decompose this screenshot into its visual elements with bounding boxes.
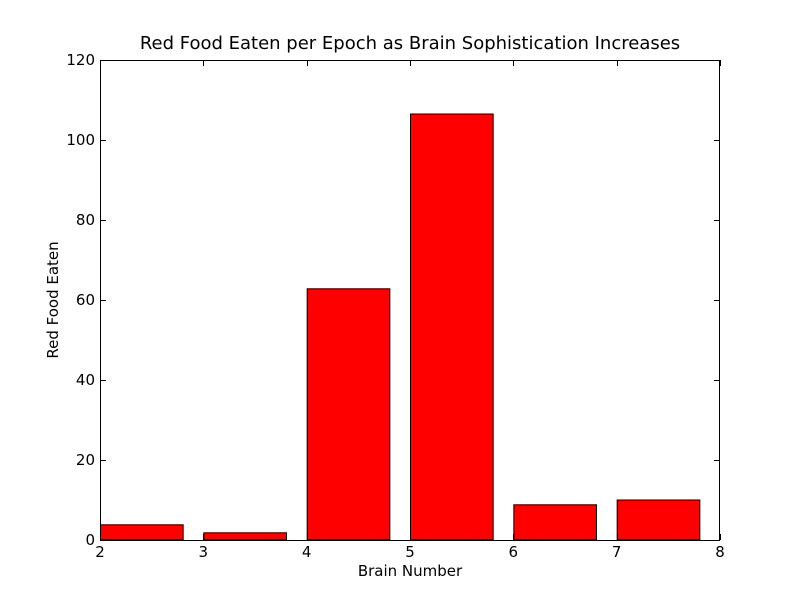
bar-4 xyxy=(306,288,391,541)
x-axis-label: Brain Number xyxy=(358,562,463,580)
x-tick-label: 3 xyxy=(199,543,209,561)
bar-7 xyxy=(616,499,701,541)
x-tick-label: 8 xyxy=(715,543,725,561)
y-axis-label: Red Food Eaten xyxy=(44,241,62,358)
plot-frame xyxy=(100,60,720,541)
x-tick-label: 6 xyxy=(509,543,519,561)
y-tick-label: 20 xyxy=(76,451,95,469)
y-tick-label: 80 xyxy=(76,211,95,229)
bar-3 xyxy=(203,532,287,541)
x-tick-label: 4 xyxy=(302,543,312,561)
bar-2 xyxy=(100,524,184,541)
y-tick-label: 0 xyxy=(85,531,95,549)
y-tick-label: 120 xyxy=(66,51,95,69)
chart-title: Red Food Eaten per Epoch as Brain Sophis… xyxy=(140,33,680,54)
bar-6 xyxy=(513,504,597,541)
y-tick-label: 40 xyxy=(76,371,95,389)
bar-5 xyxy=(410,113,494,541)
bars-group xyxy=(100,113,701,541)
y-tick-label: 100 xyxy=(66,131,95,149)
x-tick-label: 5 xyxy=(405,543,415,561)
y-tick-label: 60 xyxy=(76,291,95,309)
x-tick-label: 7 xyxy=(612,543,622,561)
x-tick-label: 2 xyxy=(95,543,105,561)
